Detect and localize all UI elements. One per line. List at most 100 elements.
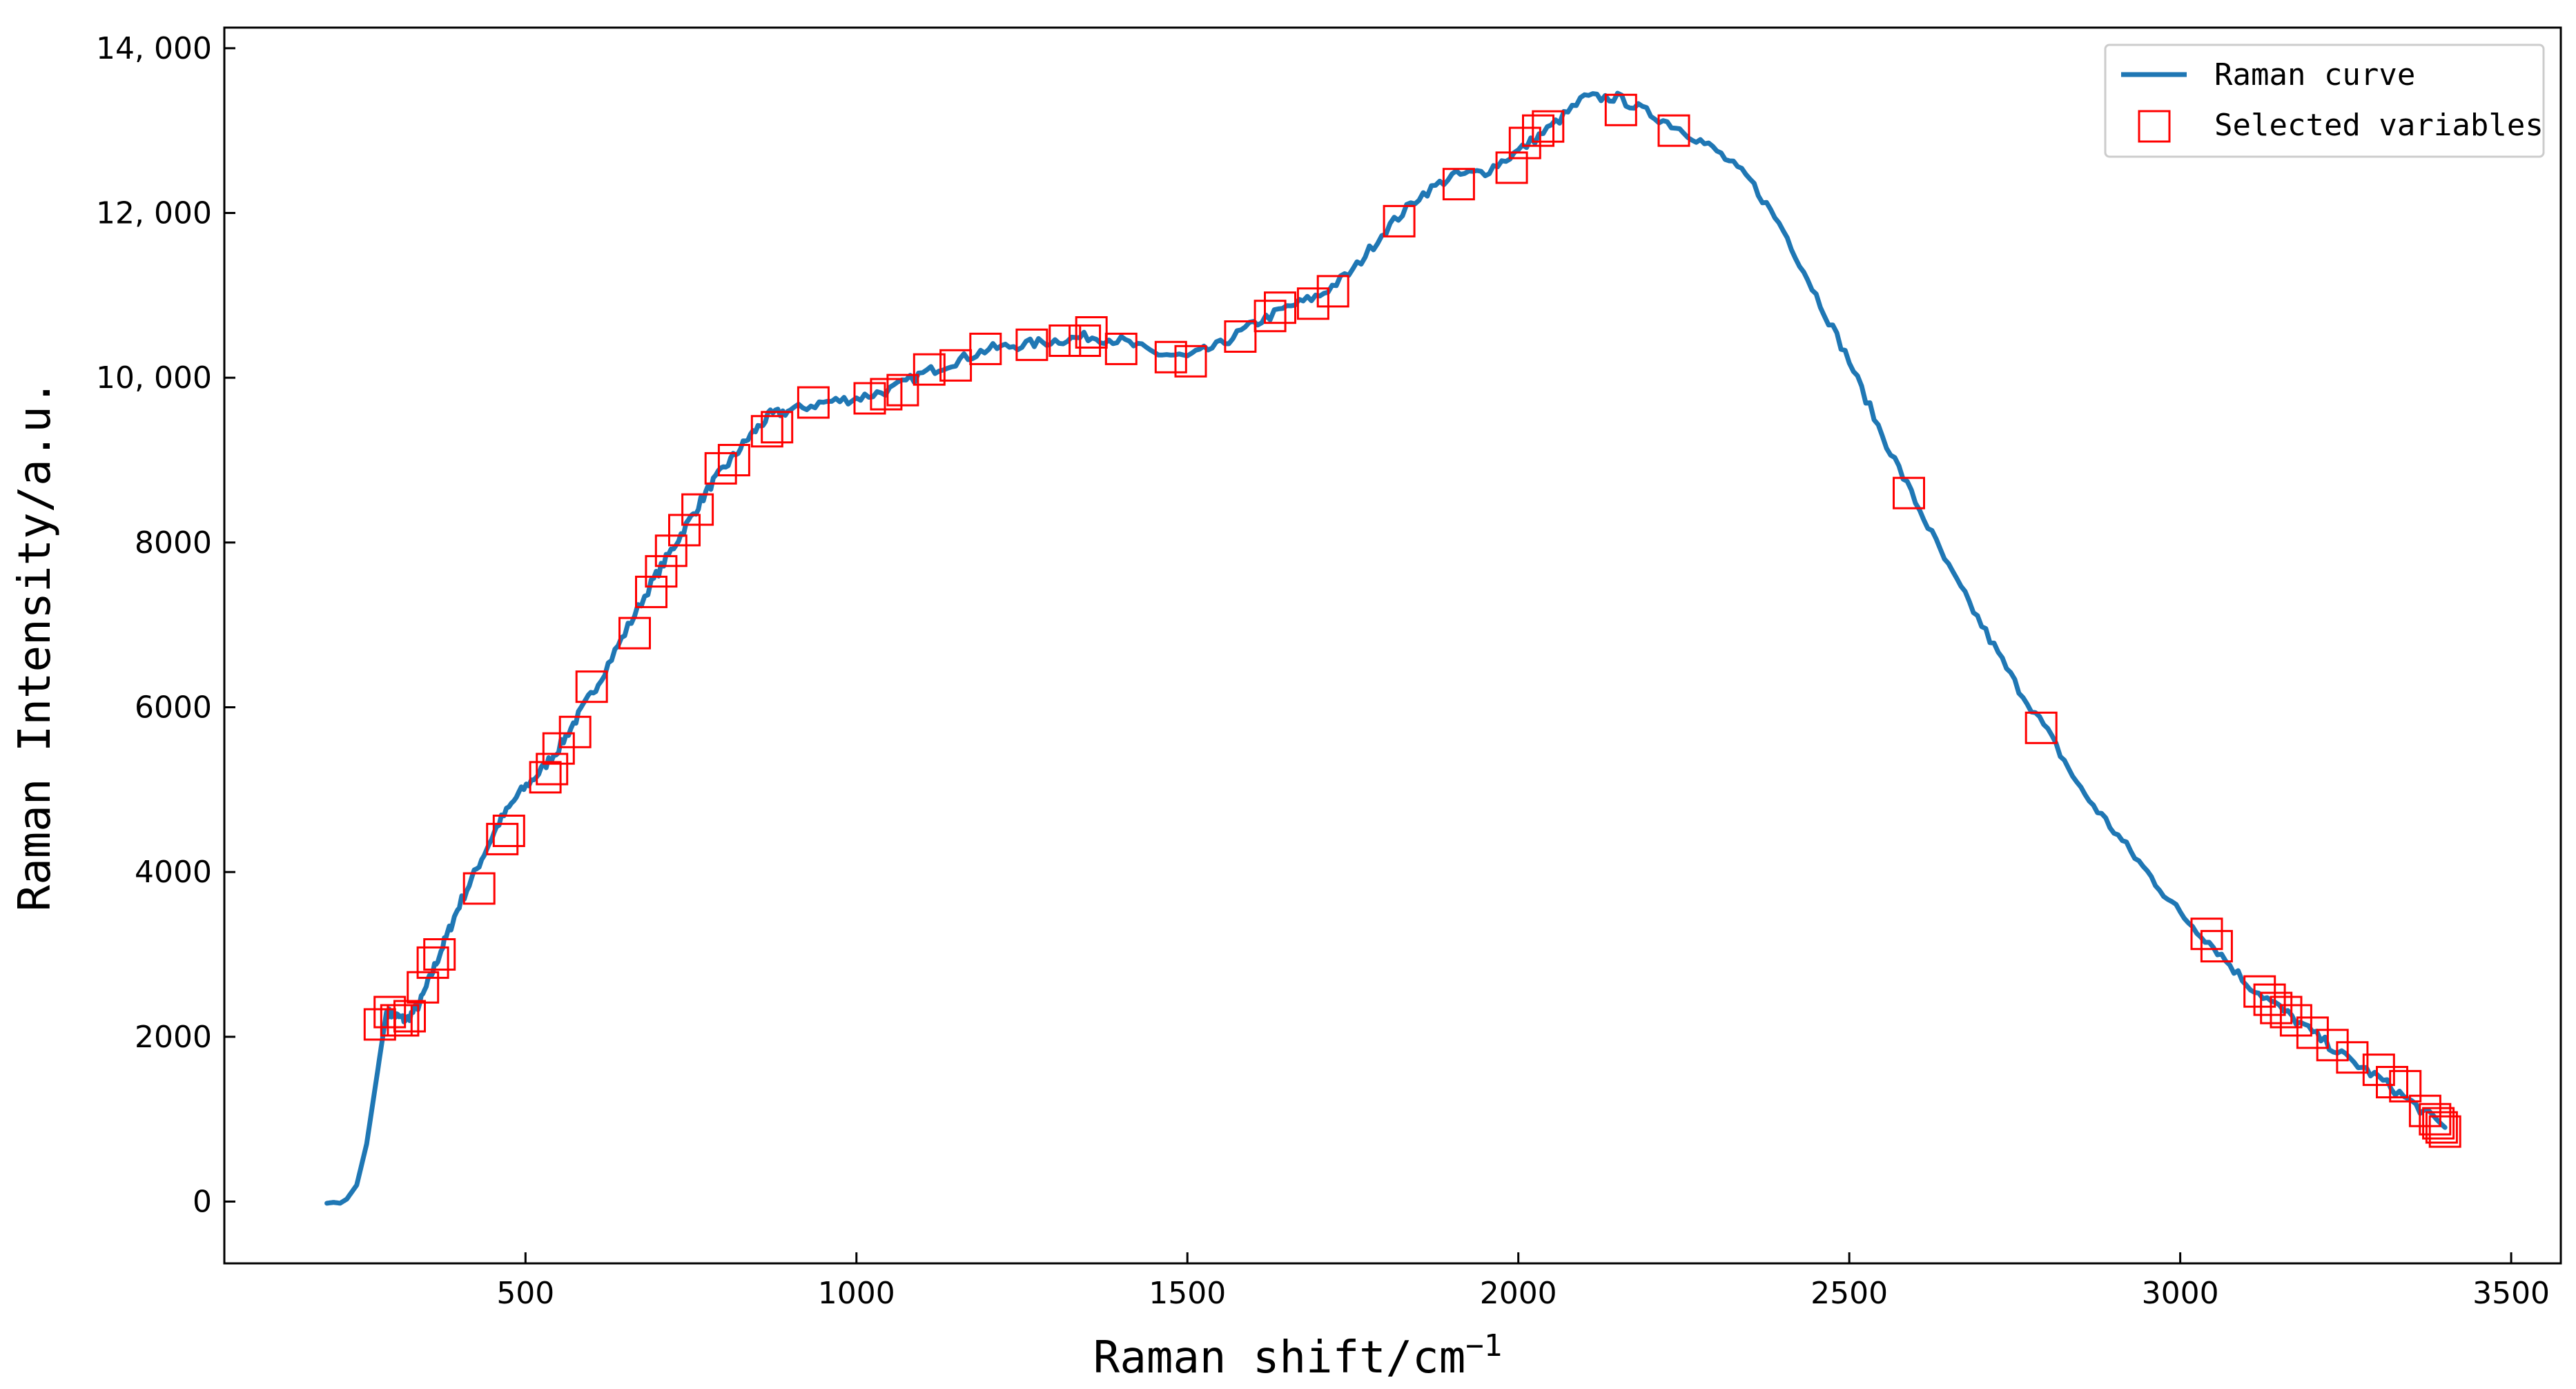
- selected-variable-marker: [387, 1004, 420, 1037]
- raman-curve-line: [324, 90, 2448, 1206]
- selected-variable-marker: [797, 386, 830, 419]
- selected-variable-marker: [717, 444, 750, 476]
- selected-variables-markers: [363, 93, 2461, 1148]
- selected-variable-marker: [423, 938, 456, 971]
- selected-variable-marker: [618, 616, 651, 650]
- ticks-layer: 500 1000 1500 2000 2500 3000 3500 0 2000 4000 6000…: [96, 31, 2550, 1311]
- selected-variable-marker: [1048, 324, 1082, 357]
- selected-variable-marker: [2428, 1115, 2461, 1148]
- selected-variable-marker: [2190, 917, 2223, 951]
- selected-variable-marker: [2336, 1041, 2369, 1074]
- selected-variable-marker: [393, 1000, 426, 1033]
- y-tick-label: 2000: [135, 1020, 212, 1055]
- selected-variable-marker: [654, 534, 687, 567]
- selected-variable-marker: [1522, 114, 1554, 147]
- selected-variable-marker: [1069, 324, 1102, 357]
- selected-variable-marker: [542, 732, 575, 765]
- selected-variable-marker: [1154, 340, 1187, 373]
- selected-variable-marker: [2279, 1004, 2312, 1037]
- selected-variable-marker: [913, 353, 946, 386]
- selected-variable-marker: [2408, 1094, 2441, 1127]
- selected-variable-marker: [2425, 1111, 2458, 1144]
- selected-variable-marker: [2200, 930, 2233, 963]
- selected-variable-marker: [1104, 332, 1138, 365]
- y-tick-label: 14, 000: [96, 31, 212, 66]
- selected-variable-marker: [886, 373, 919, 407]
- selected-variable-marker: [1224, 320, 1257, 353]
- selected-variable-marker: [1075, 316, 1108, 349]
- selected-variable-marker: [635, 575, 667, 608]
- x-axis-title-superscript: −1: [1465, 1328, 1502, 1363]
- selected-variable-marker: [1604, 93, 1637, 126]
- plot-frame: [223, 26, 2562, 1265]
- selected-variable-marker: [558, 715, 592, 748]
- selected-variable-marker: [750, 415, 783, 448]
- selected-variable-marker: [1532, 110, 1565, 143]
- selected-variable-marker: [1316, 275, 1349, 308]
- x-tick-label: 1500: [1149, 1276, 1226, 1311]
- x-axis-title: Raman shift/cm−1: [1093, 1328, 1502, 1383]
- selected-variable-marker: [1657, 114, 1690, 147]
- selected-variable-marker: [462, 872, 496, 905]
- x-tick-label: 3000: [2142, 1276, 2219, 1311]
- x-tick-label: 1000: [818, 1276, 895, 1311]
- y-tick-label: 6000: [135, 690, 212, 726]
- legend-label-raman-curve: Raman curve: [2214, 57, 2415, 93]
- selected-variable-marker: [2270, 995, 2303, 1029]
- x-tick-label: 2000: [1480, 1276, 1557, 1311]
- selected-variable-marker: [1383, 204, 1416, 237]
- selected-variable-marker: [969, 332, 1002, 365]
- selected-variable-marker: [2376, 1066, 2408, 1098]
- selected-variable-marker: [529, 761, 562, 794]
- selected-variable-marker: [853, 382, 886, 415]
- y-axis-title: Raman Intensity/a.u.: [10, 380, 61, 912]
- selected-variable-marker: [1264, 291, 1296, 324]
- selected-variable-marker: [1442, 168, 1475, 201]
- y-tick-label: 10, 000: [96, 360, 212, 396]
- selected-variable-marker: [761, 411, 794, 444]
- selected-variable-marker: [2419, 1103, 2452, 1136]
- selected-variable-marker: [2260, 991, 2293, 1024]
- selected-variable-marker: [1296, 287, 1329, 320]
- selected-variable-marker: [2422, 1107, 2455, 1140]
- selected-variable-marker: [1508, 126, 1541, 159]
- legend-label-selected-variables: Selected variables: [2214, 108, 2544, 143]
- selected-variable-marker: [2243, 975, 2276, 1008]
- selected-variable-marker: [575, 670, 608, 703]
- x-tick-label: 500: [496, 1276, 554, 1311]
- y-tick-label: 12, 000: [96, 196, 212, 231]
- selected-variable-marker: [704, 451, 737, 485]
- legend-box: [2104, 43, 2545, 158]
- selected-variable-marker: [870, 378, 903, 411]
- x-tick-label: 3500: [2472, 1276, 2550, 1311]
- legend: Raman curve Selected variables: [2104, 43, 2545, 158]
- selected-variable-marker: [416, 946, 449, 979]
- selected-variable-marker: [1015, 328, 1048, 361]
- selected-variable-marker: [2024, 711, 2058, 744]
- selected-variable-marker: [373, 995, 407, 1029]
- selected-variable-marker: [486, 822, 519, 855]
- legend-square-swatch: [2138, 110, 2171, 143]
- selected-variable-marker: [645, 555, 678, 588]
- selected-variable-marker: [2316, 1029, 2349, 1062]
- selected-variable-marker: [1174, 344, 1207, 378]
- selected-variable-marker: [1253, 300, 1287, 333]
- selected-variable-marker: [2389, 1069, 2422, 1103]
- selected-variable-marker: [2296, 1016, 2329, 1049]
- selected-variable-marker: [939, 349, 973, 382]
- selected-variable-marker: [407, 971, 440, 1004]
- selected-variable-marker: [668, 514, 701, 547]
- selected-variable-marker: [1893, 476, 1925, 509]
- y-tick-label: 0: [193, 1185, 212, 1220]
- y-tick-label: 4000: [135, 855, 212, 890]
- selected-variable-marker: [536, 752, 569, 786]
- selected-variable-marker: [492, 815, 525, 847]
- selected-variable-marker: [2253, 983, 2286, 1016]
- selected-variable-marker: [681, 493, 714, 526]
- x-axis-title-main: Raman shift/cm: [1093, 1332, 1465, 1383]
- x-tick-label: 2500: [1811, 1276, 1888, 1311]
- selected-variable-marker: [2362, 1053, 2395, 1087]
- selected-variable-marker: [1495, 151, 1528, 184]
